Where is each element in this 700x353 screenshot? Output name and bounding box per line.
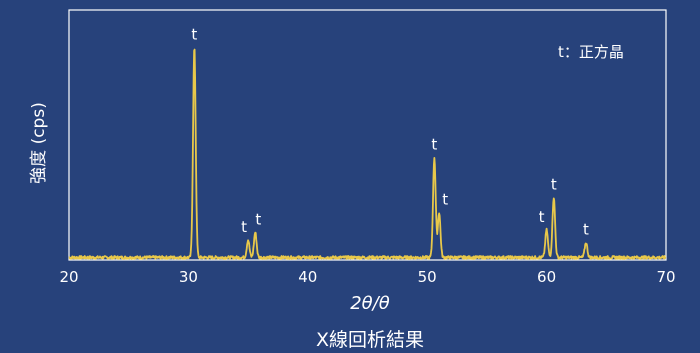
x-axis-ticks: 20 30 40 50 60 70 (59, 268, 675, 286)
x-tick-label-40: 40 (298, 268, 317, 286)
legend-tetragonal: t：正方晶 (558, 43, 624, 61)
peak-label-6: t (551, 176, 557, 194)
chart-title: X線回析結果 (316, 329, 424, 351)
x-tick-label-30: 30 (179, 268, 198, 286)
x-tick-label-60: 60 (537, 268, 556, 286)
peak-label-4: t (442, 191, 448, 209)
diffraction-pattern-line (68, 48, 667, 260)
x-tick-label-50: 50 (418, 268, 437, 286)
x-tick-label-20: 20 (59, 268, 78, 286)
x-axis-label: 2θ/θ (350, 293, 390, 314)
x-tick-label-70: 70 (656, 268, 675, 286)
peak-label-5: t (539, 208, 545, 226)
peak-label-1: t (241, 218, 247, 236)
peak-label-2: t (255, 211, 261, 229)
peak-label-0: t (191, 26, 197, 44)
peak-label-3: t (431, 136, 437, 154)
y-axis-label: 強度 (cps) (29, 102, 49, 184)
plot-frame (68, 9, 667, 261)
peak-label-7: t (583, 221, 589, 239)
